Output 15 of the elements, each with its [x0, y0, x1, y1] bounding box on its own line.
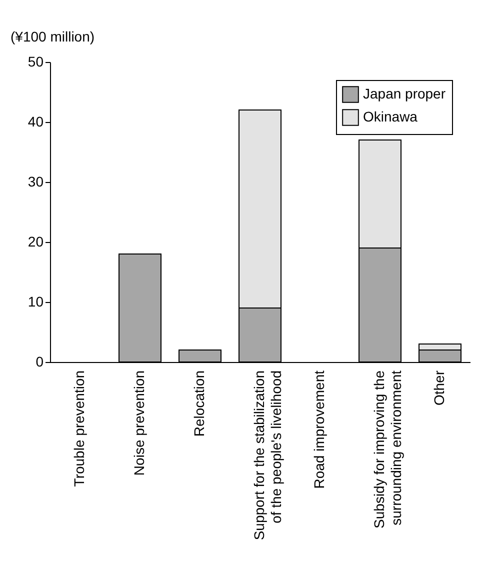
y-axis-title: (¥100 million)	[10, 28, 95, 44]
y-tick-label: 40	[28, 114, 44, 130]
x-tick-label: Support for the stabilization of the people's livelihood	[251, 370, 284, 540]
y-tick-label: 0	[36, 354, 44, 370]
y-tick-label: 30	[28, 174, 44, 190]
x-tick-label: Relocation	[191, 370, 207, 437]
x-tick-label: Trouble prevention	[71, 370, 87, 487]
y-tick-label: 20	[28, 234, 44, 250]
y-tick-label: 50	[28, 54, 44, 70]
x-tick-label: Other	[431, 370, 447, 406]
legend-label: Okinawa	[363, 108, 418, 124]
y-tick-label: 10	[28, 294, 44, 310]
legend-label: Japan proper	[363, 86, 446, 102]
x-tick-label: Road improvement	[311, 370, 327, 489]
x-tick-label: Noise prevention	[131, 370, 147, 476]
